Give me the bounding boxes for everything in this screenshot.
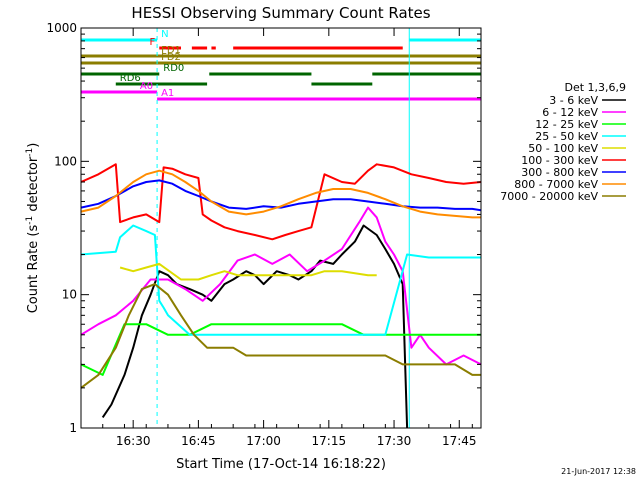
series-line-0 [101, 224, 409, 429]
y-axis-label-mid: detector [26, 156, 41, 216]
legend-label-4: 50 - 100 keV [528, 142, 598, 155]
y-tick-label-1: 10 [62, 288, 77, 302]
plot-frame [80, 27, 482, 429]
series-line-8 [80, 283, 481, 389]
legend-title: Det 1,3,6,9 [564, 81, 626, 94]
y-tick-label-3: 1000 [46, 21, 77, 35]
legend-label-2: 12 - 25 keV [535, 118, 598, 131]
y-tick-label-2: 100 [54, 154, 77, 168]
y-axis-label-sup1: -1 [25, 216, 35, 225]
legend-label-7: 800 - 7000 keV [514, 178, 598, 191]
state-bar-label-a1: A1 [161, 88, 174, 99]
y-axis-label-suffix: ) [26, 143, 41, 148]
series-line-3 [80, 224, 481, 336]
y-axis-label-prefix: Count Rate (s [26, 225, 41, 314]
series-line-2 [80, 323, 481, 376]
series-line-1 [80, 206, 482, 366]
legend-label-0: 3 - 6 keV [549, 94, 598, 107]
axes: 16:30 16:45 17:00 17:15 17:30 17:45 1 10 100 1000 [46, 21, 481, 448]
series-line-5 [80, 163, 482, 241]
legend-label-5: 100 - 300 keV [521, 154, 598, 167]
state-bar-label-n: N [161, 29, 168, 40]
x-tick-label-4: 17:30 [377, 434, 412, 448]
legend-label-8: 7000 - 20000 keV [500, 190, 598, 203]
chart-title: HESSI Observing Summary Count Rates [131, 4, 430, 22]
footer-date: 21-Jun-2017 12:38 [561, 467, 636, 476]
series-line-6 [80, 179, 482, 212]
series-line-4 [119, 262, 377, 281]
x-tick-label-1: 16:45 [181, 434, 216, 448]
state-bar-label-rd6: RD6 [120, 73, 141, 84]
legend-label-3: 25 - 50 keV [535, 130, 598, 143]
series-line-7 [80, 169, 481, 219]
x-tick-label-5: 17:45 [442, 434, 477, 448]
y-tick-label-0: 1 [69, 421, 77, 435]
x-axis-label: Start Time (17-Oct-14 16:18:22) [176, 457, 386, 472]
y-axis-label: Count Rate (s-1 detector-1) [25, 143, 41, 314]
x-tick-label-2: 17:00 [246, 434, 281, 448]
state-bar-label-fd1: FD1 [161, 45, 181, 56]
state-bar-label-a0: A0 [140, 81, 153, 92]
state-bar-label-fd2: FD2 [161, 52, 181, 63]
x-tick-label-0: 16:30 [116, 434, 151, 448]
x-tick-label-3: 17:15 [312, 434, 347, 448]
legend-label-1: 6 - 12 keV [542, 106, 598, 119]
state-bar-label-rd0: RD0 [163, 63, 184, 74]
legend-label-6: 300 - 800 keV [521, 166, 598, 179]
state-bar-label-f: F [149, 37, 155, 48]
y-axis-label-sup2: -1 [25, 148, 35, 157]
series-group [80, 163, 482, 429]
